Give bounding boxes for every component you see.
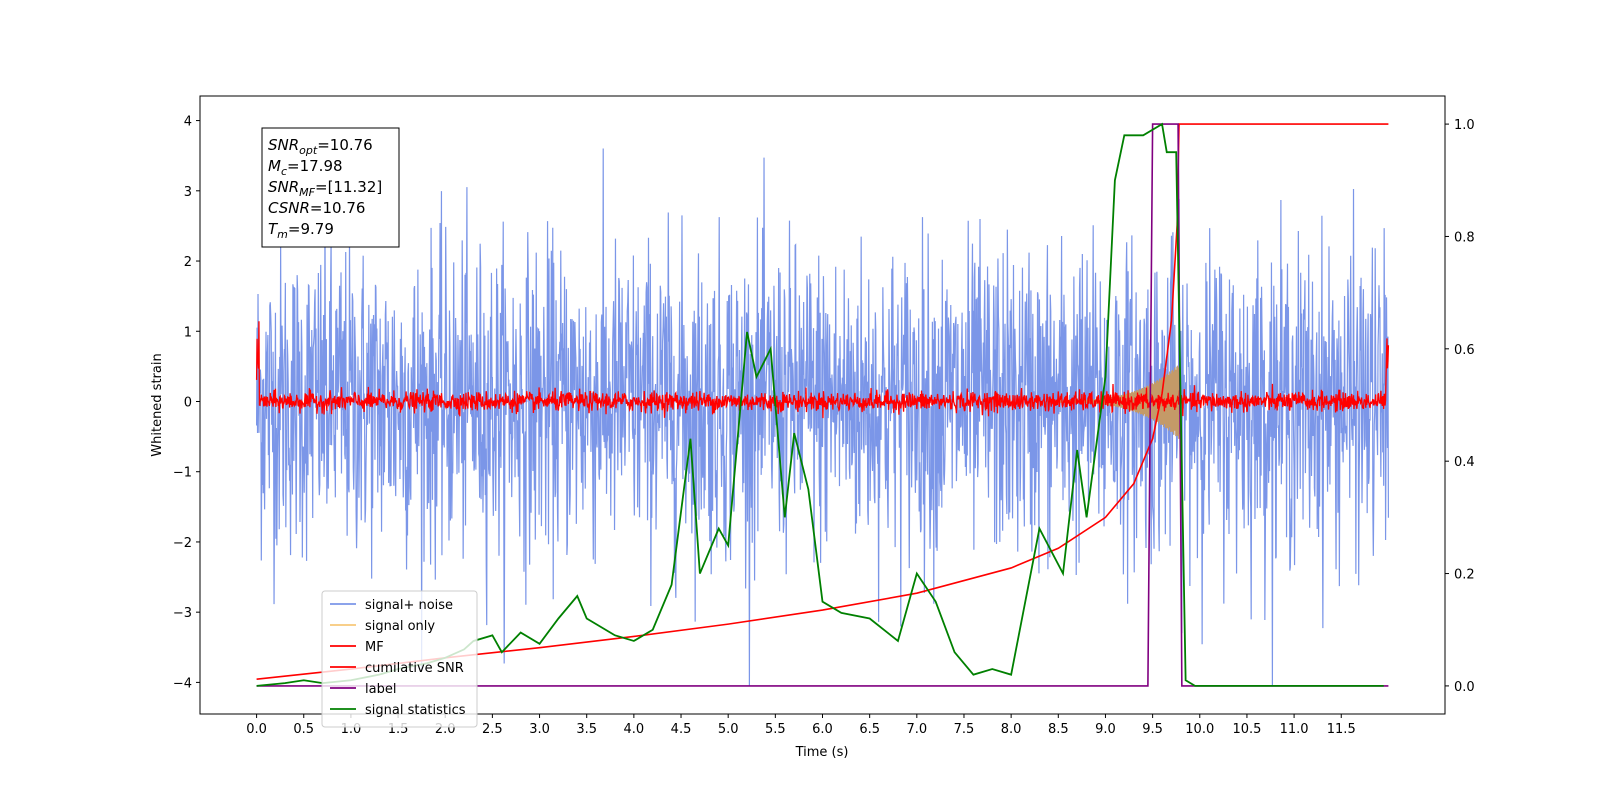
legend-frame bbox=[321, 590, 478, 728]
x-tick-label: 0.5 bbox=[293, 722, 314, 737]
stats-box-line: Mc=17.98 bbox=[268, 157, 343, 178]
y2-tick-label: 0.6 bbox=[1454, 343, 1475, 358]
x-tick-label: 5.5 bbox=[765, 722, 786, 737]
legend-label: label bbox=[365, 682, 396, 697]
y-axis-label: Whitened strain bbox=[150, 353, 165, 456]
legend-label: MF bbox=[365, 640, 384, 655]
y2-tick-label: 1.0 bbox=[1454, 118, 1475, 133]
y2-tick-label: 0.0 bbox=[1454, 680, 1475, 695]
series-mf bbox=[255, 321, 1390, 419]
series-cumulative-snr bbox=[256, 123, 1389, 680]
legend-label: cumilative SNR bbox=[365, 661, 464, 676]
stats-box-line: SNRopt=10.76 bbox=[268, 136, 373, 157]
stats-box-line: CSNR=10.76 bbox=[268, 199, 365, 217]
y-tick-label: 1 bbox=[184, 325, 192, 340]
x-tick-label: 9.5 bbox=[1142, 722, 1163, 737]
x-tick-label: 5.0 bbox=[718, 722, 739, 737]
y-axis-left: 4 3 2 1 0 −1 −2 −3 −4 bbox=[173, 115, 200, 691]
x-axis-label: Time (s) bbox=[795, 745, 849, 760]
y-axis-right: 1.0 0.8 0.6 0.4 0.2 0.0 bbox=[1445, 118, 1475, 695]
x-tick-label: 6.5 bbox=[859, 722, 880, 737]
x-tick-label: 6.0 bbox=[812, 722, 833, 737]
y-tick-label: 4 bbox=[184, 115, 192, 130]
x-tick-label: 9.0 bbox=[1095, 722, 1116, 737]
x-tick-label: 0.0 bbox=[246, 722, 267, 737]
x-tick-label: 8.0 bbox=[1001, 722, 1022, 737]
legend-label: signal statistics bbox=[365, 703, 466, 718]
legend: signal+ noise signal only MF cumilative SNR… bbox=[321, 590, 478, 728]
x-tick-label: 4.0 bbox=[624, 722, 645, 737]
y2-tick-label: 0.4 bbox=[1454, 455, 1475, 470]
y-tick-label: 2 bbox=[184, 255, 192, 270]
x-tick-label: 11.5 bbox=[1327, 722, 1356, 737]
stats-box-line: Tm=9.79 bbox=[268, 220, 334, 241]
y-tick-label: −4 bbox=[173, 676, 192, 691]
x-tick-label: 11.0 bbox=[1280, 722, 1309, 737]
y-tick-label: −3 bbox=[173, 606, 192, 621]
y-tick-label: −2 bbox=[173, 536, 192, 551]
y2-tick-label: 0.8 bbox=[1454, 230, 1475, 245]
stats-box-line: SNRMF=[11.32] bbox=[268, 178, 382, 199]
y-tick-label: −1 bbox=[173, 466, 192, 481]
stats-box-frame bbox=[261, 127, 400, 248]
x-tick-label: 7.0 bbox=[906, 722, 927, 737]
x-tick-label: 2.5 bbox=[482, 722, 503, 737]
x-tick-label: 8.5 bbox=[1048, 722, 1069, 737]
x-tick-label: 3.5 bbox=[576, 722, 597, 737]
y-tick-label: 0 bbox=[184, 395, 192, 410]
y-tick-label: 3 bbox=[184, 185, 192, 200]
stats-box: SNRopt=10.76Mc=17.98SNRMF=[11.32]CSNR=10… bbox=[261, 127, 400, 248]
legend-label: signal only bbox=[365, 619, 435, 634]
legend-label: signal+ noise bbox=[365, 598, 453, 613]
y2-tick-label: 0.2 bbox=[1454, 568, 1475, 583]
x-tick-label: 10.5 bbox=[1232, 722, 1261, 737]
x-tick-label: 4.5 bbox=[671, 722, 692, 737]
x-tick-label: 10.0 bbox=[1185, 722, 1214, 737]
data-layer bbox=[255, 122, 1390, 687]
x-tick-label: 3.0 bbox=[529, 722, 550, 737]
x-tick-label: 7.5 bbox=[954, 722, 975, 737]
